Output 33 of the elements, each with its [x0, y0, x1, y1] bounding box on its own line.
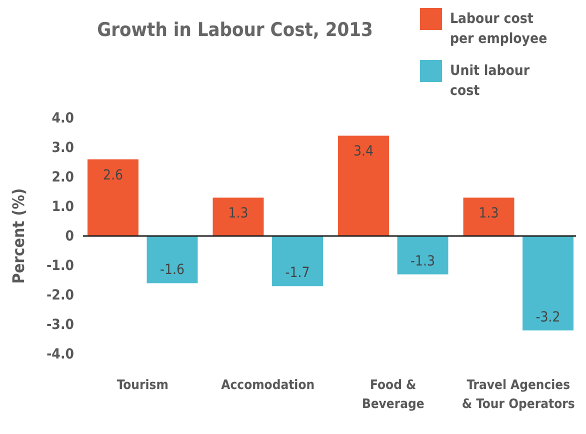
data-label: 1.3 [228, 206, 248, 222]
data-label: 1.3 [478, 206, 499, 222]
y-tick-label: -2.0 [46, 287, 74, 304]
legend-label: Labour cost per employee [450, 11, 548, 47]
bar [397, 236, 448, 274]
data-label: 2.6 [102, 167, 124, 184]
x-tick-label: Accomodation [221, 378, 315, 393]
y-tick-label: -4.0 [46, 346, 74, 362]
x-tick-label: Food & Beverage [362, 378, 424, 412]
bar [88, 159, 138, 236]
bar [272, 236, 323, 286]
x-tick-label: Travel Agencies & Tour Operators [462, 378, 575, 412]
bar [338, 136, 389, 236]
bar [146, 236, 198, 284]
data-label: 3.4 [353, 144, 374, 160]
y-tick-label: -1.0 [46, 258, 74, 274]
data-label: -1.3 [410, 253, 436, 270]
data-label: -1.6 [160, 262, 185, 278]
y-axis-title: Percent (%) [9, 188, 28, 284]
y-tick-label: 1.0 [52, 198, 74, 215]
chart-title: Growth in Labour Cost, 2013 [97, 19, 373, 41]
y-tick-label: 4.0 [52, 110, 74, 126]
legend-label: Unit labour cost [450, 63, 530, 99]
y-tick-label: 3.0 [52, 140, 74, 156]
bar [463, 198, 514, 236]
data-label: -1.7 [285, 265, 310, 282]
bar [212, 198, 264, 236]
bar [522, 236, 574, 330]
y-tick-label: 0 [65, 228, 74, 244]
data-label: -3.2 [536, 309, 560, 326]
x-tick-label: Tourism [116, 378, 168, 393]
y-tick-label: -3.0 [46, 316, 74, 333]
y-tick-label: 2.0 [52, 169, 74, 186]
